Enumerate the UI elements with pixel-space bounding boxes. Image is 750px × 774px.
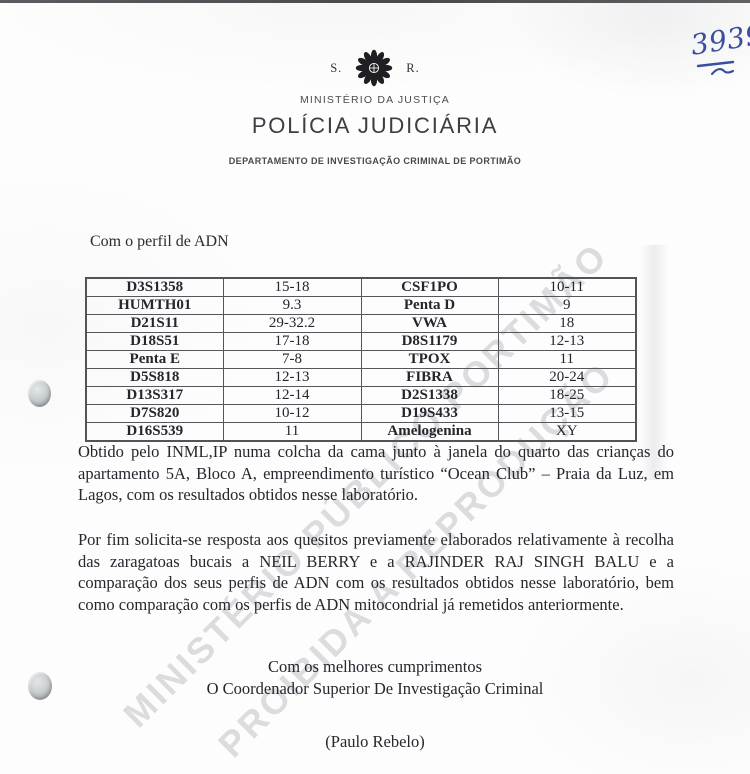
marker-cell: CSF1PO (360, 277, 499, 297)
value-cell: 12-14 (222, 386, 362, 405)
marker-cell: FIBRA (360, 368, 499, 387)
ministry-name: MINISTÉRIO DA JUSTIÇA (299, 94, 451, 106)
marker-cell: VWA (360, 314, 499, 333)
closing-role: O Coordenador Superior De Investigação C… (206, 678, 544, 698)
value-cell: 13-15 (497, 404, 637, 423)
signature-name: (Paulo Rebelo) (325, 732, 425, 751)
marker-cell: TPOX (360, 350, 499, 369)
table-row: D16S539 11 Amelogenina XY (85, 422, 637, 442)
marker-cell: Penta D (360, 296, 499, 315)
handwritten-number-text: 3939 (688, 18, 750, 62)
table-row: Penta E 7-8 TPOX 11 (85, 350, 637, 369)
marker-cell: D5S818 (85, 368, 224, 387)
handwritten-squiggle (710, 68, 735, 76)
coat-of-arms-icon (356, 49, 393, 87)
table-row: D3S1358 15-18 CSF1PO 10-11 (85, 277, 637, 297)
marker-cell: D13S317 (85, 386, 224, 405)
table-row: D21S11 29-32.2 VWA 18 (85, 314, 637, 333)
marker-cell: D8S1179 (360, 332, 499, 351)
agency-name: POLÍCIA JUDICIÁRIA (251, 113, 499, 138)
marker-cell: D18S51 (85, 332, 224, 351)
table-row: D18S51 17-18 D8S1179 12-13 (85, 332, 637, 351)
marker-cell: D2S1338 (360, 386, 499, 405)
value-cell: 11 (222, 422, 362, 442)
table-row: D5S818 12-13 FIBRA 20-24 (85, 368, 637, 387)
value-cell: 18-25 (497, 386, 637, 405)
marker-cell: D3S1358 (85, 277, 224, 297)
letterhead-emblem-row: S. R. (0, 49, 750, 87)
marker-cell: D7S820 (85, 404, 224, 423)
value-cell: 10-12 (222, 404, 362, 423)
value-cell: XY (497, 422, 637, 442)
marker-cell: D16S539 (85, 422, 224, 442)
value-cell: 10-11 (497, 277, 637, 297)
intro-line: Com o perfil de ADN (90, 233, 229, 250)
department-name: DEPARTAMENTO DE INVESTIGAÇÃO CRIMINAL DE… (228, 156, 522, 166)
value-cell: 12-13 (222, 368, 362, 387)
marker-cell: Penta E (85, 350, 224, 369)
closing-compliments: Com os melhores cumprimentos (267, 657, 483, 676)
hole-punch-top (28, 380, 51, 407)
value-cell: 12-13 (497, 332, 637, 351)
table-row: HUMTH01 9.3 Penta D 9 (85, 296, 637, 315)
value-cell: 15-18 (222, 277, 362, 297)
value-cell: 9.3 (222, 296, 362, 315)
dna-profile-table: D3S1358 15-18 CSF1PO 10-11 HUMTH01 9.3 P… (85, 277, 637, 442)
value-cell: 18 (497, 314, 637, 333)
value-cell: 11 (497, 350, 637, 369)
closing-block: Com os melhores cumprimentos O Coordenad… (0, 656, 750, 700)
value-cell: 17-18 (222, 332, 362, 351)
initial-s: S. (330, 60, 343, 75)
initial-r: R. (406, 60, 420, 75)
scan-shading-artifact (640, 245, 668, 480)
scan-edge-artifact (0, 0, 750, 3)
value-cell: 20-24 (497, 368, 637, 387)
hole-punch-bottom (28, 672, 52, 700)
table-row: D13S317 12-14 D2S1338 18-25 (85, 386, 637, 405)
value-cell: 9 (497, 296, 637, 315)
handwritten-underline (696, 60, 735, 68)
value-cell: 29-32.2 (222, 314, 362, 333)
marker-cell: D21S11 (85, 314, 224, 333)
handwritten-page-number: 3939 (688, 18, 750, 76)
marker-cell: D19S433 (360, 404, 499, 423)
paragraph-sample-origin: Obtido pelo INML,IP numa colcha da cama … (78, 442, 674, 505)
paragraph-request: Por fim solicita-se resposta aos quesito… (78, 530, 674, 614)
marker-cell: HUMTH01 (85, 296, 224, 315)
marker-cell: Amelogenina (360, 422, 499, 442)
value-cell: 7-8 (222, 350, 362, 369)
table-row: D7S820 10-12 D19S433 13-15 (85, 404, 637, 423)
